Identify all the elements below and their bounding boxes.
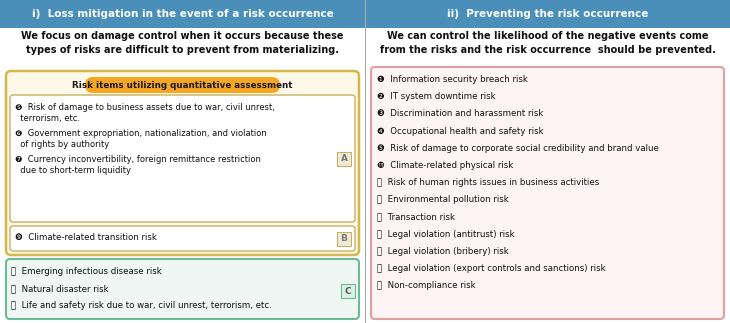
Text: ❺  Risk of damage to corporate social credibility and brand value: ❺ Risk of damage to corporate social cre…	[377, 144, 659, 153]
FancyBboxPatch shape	[10, 95, 355, 222]
Text: ⓱  Legal violation (antitrust) risk: ⓱ Legal violation (antitrust) risk	[377, 230, 515, 239]
Text: ❺  Risk of damage to business assets due to war, civil unrest,
  terrorism, etc.: ❺ Risk of damage to business assets due …	[15, 103, 275, 123]
Bar	[0, 0, 365, 28]
Text: ⓮  Natural disaster risk: ⓮ Natural disaster risk	[11, 284, 109, 293]
FancyBboxPatch shape	[337, 232, 351, 245]
Text: ii)  Preventing the risk occurrence: ii) Preventing the risk occurrence	[447, 9, 648, 19]
Text: ❻  Government expropriation, nationalization, and violation
  of rights by autho: ❻ Government expropriation, nationalizat…	[15, 129, 266, 150]
Text: ⓭  Emerging infectious disease risk: ⓭ Emerging infectious disease risk	[11, 267, 162, 276]
Text: Risk items utilizing quantitative assessment: Risk items utilizing quantitative assess…	[72, 80, 293, 89]
Text: C: C	[345, 287, 351, 296]
Text: We focus on damage control when it occurs because these
types of risks are diffi: We focus on damage control when it occur…	[21, 31, 344, 55]
FancyBboxPatch shape	[6, 259, 359, 319]
Text: ❸  Discrimination and harassment risk: ❸ Discrimination and harassment risk	[377, 109, 543, 119]
Text: ❶  Information security breach risk: ❶ Information security breach risk	[377, 75, 528, 84]
FancyBboxPatch shape	[371, 67, 724, 319]
FancyBboxPatch shape	[85, 77, 280, 93]
Text: ❷  IT system downtime risk: ❷ IT system downtime risk	[377, 92, 496, 101]
Text: ❼  Currency inconvertibility, foreign remittance restriction
  due to short-term: ❼ Currency inconvertibility, foreign rem…	[15, 155, 261, 175]
FancyBboxPatch shape	[10, 226, 355, 251]
FancyBboxPatch shape	[6, 71, 359, 255]
Text: ⓯  Life and safety risk due to war, civil unrest, terrorism, etc.: ⓯ Life and safety risk due to war, civil…	[11, 301, 272, 310]
Bar	[365, 0, 730, 28]
Text: ⓫  Risk of human rights issues in business activities: ⓫ Risk of human rights issues in busines…	[377, 178, 599, 187]
Text: B: B	[341, 234, 347, 243]
Text: ⓬  Environmental pollution risk: ⓬ Environmental pollution risk	[377, 195, 509, 204]
Text: ⓰  Transaction risk: ⓰ Transaction risk	[377, 213, 455, 222]
Text: ❾  Climate-related transition risk: ❾ Climate-related transition risk	[15, 233, 157, 242]
Text: ❿  Climate-related physical risk: ❿ Climate-related physical risk	[377, 161, 513, 170]
Text: ⓲  Legal violation (bribery) risk: ⓲ Legal violation (bribery) risk	[377, 247, 509, 256]
Text: We can control the likelihood of the negative events come
from the risks and the: We can control the likelihood of the neg…	[380, 31, 715, 55]
FancyBboxPatch shape	[337, 151, 351, 165]
Text: i)  Loss mitigation in the event of a risk occurrence: i) Loss mitigation in the event of a ris…	[31, 9, 334, 19]
Text: ⓳  Legal violation (export controls and sanctions) risk: ⓳ Legal violation (export controls and s…	[377, 264, 606, 273]
Text: ⓴  Non-compliance risk: ⓴ Non-compliance risk	[377, 281, 476, 290]
FancyBboxPatch shape	[341, 284, 355, 298]
Text: A: A	[340, 154, 347, 163]
Text: ❹  Occupational health and safety risk: ❹ Occupational health and safety risk	[377, 127, 544, 136]
